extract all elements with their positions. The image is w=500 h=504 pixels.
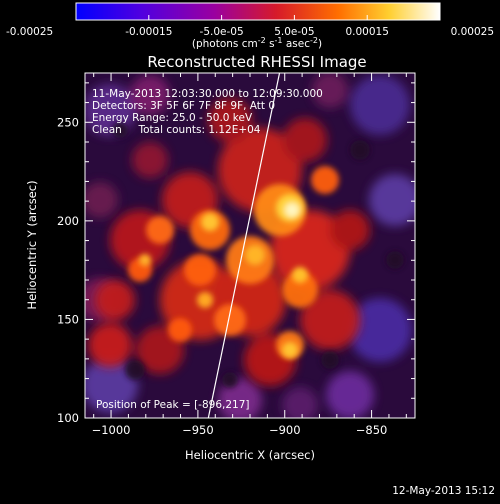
- x-tick-label: −950: [182, 423, 214, 437]
- colorbar-tick-label: -0.00025: [6, 26, 53, 38]
- y-tick-label: 150: [57, 312, 79, 326]
- x-tick-label: −900: [269, 423, 301, 437]
- colorbar-tick-label: -0.00015: [125, 26, 172, 38]
- x-axis-label: Heliocentric X (arcsec): [185, 448, 315, 462]
- colorbar-tick-label: 5.0e-05: [274, 26, 314, 38]
- colorbar-tick-label: 0.00015: [345, 26, 388, 38]
- colorbar-gradient: [75, 2, 441, 21]
- colorbar-tick-label: 0.00025: [451, 26, 494, 38]
- colorbar-unit-label: (photons cm-2 s-1 asec-2): [192, 36, 322, 50]
- axis-ticks: −1000 −950 −900 −850 150 200 250 100: [57, 73, 415, 437]
- plot-title: Reconstructed RHESSI Image: [147, 53, 366, 71]
- peak-position-label: Position of Peak = [-896,217]: [96, 399, 250, 411]
- colorbar-ticks: -0.00025 -0.00015 -5.0e-05 5.0e-05 0.00015 0.…: [6, 15, 494, 38]
- y-tick-label-100: 100: [57, 411, 79, 425]
- info-line-time: 11-May-2013 12:03:30.000 to 12:09:30.000: [92, 88, 323, 100]
- colorbar-tick-label: -5.0e-05: [200, 26, 244, 38]
- colorbar: -0.00025 -0.00015 -5.0e-05 5.0e-05 0.00015 0.…: [6, 2, 494, 50]
- info-line-detectors: Detectors: 3F 5F 6F 7F 8F 9F, Att 0: [92, 100, 275, 112]
- info-block: 11-May-2013 12:03:30.000 to 12:09:30.000…: [92, 88, 323, 136]
- y-tick-label: 250: [57, 115, 79, 129]
- rhessi-image: [85, 73, 415, 418]
- y-tick-label: 200: [57, 214, 79, 228]
- info-line-energy: Energy Range: 25.0 - 50.0 keV: [92, 112, 253, 124]
- footer-timestamp: 12-May-2013 15:12: [392, 485, 495, 497]
- x-tick-label: −1000: [92, 423, 131, 437]
- x-tick-label: −850: [356, 423, 388, 437]
- y-axis-label: Heliocentric Y (arcsec): [25, 180, 39, 309]
- solar-limb-line: [207, 73, 281, 418]
- info-line-counts: Clean Total counts: 1.12E+04: [92, 124, 261, 136]
